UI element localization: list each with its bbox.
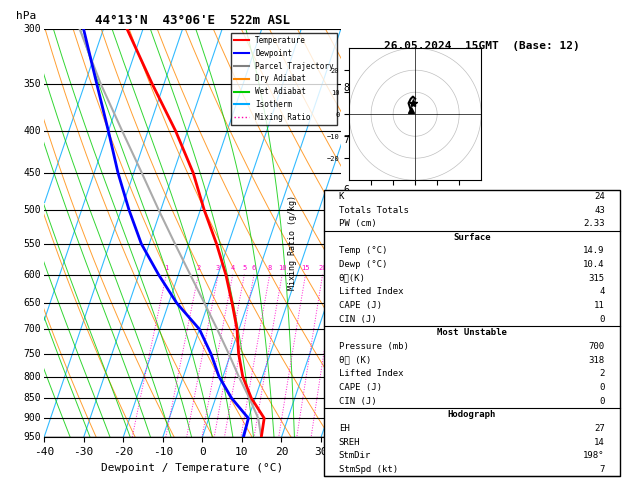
Text: 300: 300 (23, 24, 41, 34)
Text: Hodograph: Hodograph (448, 410, 496, 419)
Text: 750: 750 (23, 348, 41, 359)
Text: 14: 14 (594, 438, 605, 447)
Text: 15: 15 (301, 264, 309, 271)
Text: 26.05.2024  15GMT  (Base: 12): 26.05.2024 15GMT (Base: 12) (384, 41, 580, 52)
Text: 700: 700 (23, 324, 41, 334)
Text: 318: 318 (589, 356, 605, 364)
Text: 850: 850 (23, 393, 41, 403)
Text: CAPE (J): CAPE (J) (338, 383, 382, 392)
Text: Totals Totals: Totals Totals (338, 206, 409, 214)
Text: 3: 3 (344, 325, 350, 335)
Text: 2: 2 (344, 369, 350, 379)
Text: θᴄ (K): θᴄ (K) (338, 356, 371, 364)
Text: 7: 7 (599, 465, 605, 474)
Text: 2: 2 (599, 369, 605, 379)
Text: 5: 5 (242, 264, 247, 271)
Text: θᴄ(K): θᴄ(K) (338, 274, 365, 283)
Text: Lifted Index: Lifted Index (338, 287, 403, 296)
Text: 450: 450 (23, 168, 41, 178)
Text: 5: 5 (344, 232, 350, 243)
Text: Temp (°C): Temp (°C) (338, 246, 387, 256)
Text: 10.4: 10.4 (583, 260, 605, 269)
Text: 11: 11 (594, 301, 605, 310)
Text: 0: 0 (599, 383, 605, 392)
Text: CIN (J): CIN (J) (338, 397, 376, 406)
Text: 315: 315 (589, 274, 605, 283)
Text: 700: 700 (589, 342, 605, 351)
Text: 500: 500 (23, 205, 41, 215)
Text: StmDir: StmDir (338, 451, 371, 460)
Text: 1: 1 (344, 417, 350, 427)
Text: EH: EH (338, 424, 350, 433)
X-axis label: kt: kt (410, 197, 420, 207)
Text: 4: 4 (344, 279, 350, 290)
Text: 3: 3 (216, 264, 220, 271)
Text: 950: 950 (23, 433, 41, 442)
Text: 350: 350 (23, 79, 41, 89)
Text: km
ASL: km ASL (347, 223, 364, 244)
Text: 6: 6 (252, 264, 256, 271)
Text: K: K (338, 192, 344, 201)
Legend: Temperature, Dewpoint, Parcel Trajectory, Dry Adiabat, Wet Adiabat, Isotherm, Mi: Temperature, Dewpoint, Parcel Trajectory… (231, 33, 337, 125)
Text: 2: 2 (196, 264, 201, 271)
Text: 198°: 198° (583, 451, 605, 460)
Text: 0: 0 (599, 397, 605, 406)
Text: 600: 600 (23, 270, 41, 279)
Text: 8: 8 (267, 264, 272, 271)
Text: 8: 8 (344, 83, 350, 93)
Text: 650: 650 (23, 298, 41, 308)
Text: 0: 0 (599, 315, 605, 324)
Text: LCL: LCL (344, 414, 359, 423)
Text: PW (cm): PW (cm) (338, 219, 376, 228)
Text: StmSpd (kt): StmSpd (kt) (338, 465, 398, 474)
Title: 44°13'N  43°06'E  522m ASL: 44°13'N 43°06'E 522m ASL (95, 14, 290, 27)
Text: 14.9: 14.9 (583, 246, 605, 256)
Text: Most Unstable: Most Unstable (437, 329, 507, 337)
Text: 25: 25 (332, 264, 340, 271)
Text: 800: 800 (23, 371, 41, 382)
Text: Mixing Ratio (g/kg): Mixing Ratio (g/kg) (288, 195, 297, 291)
Text: Surface: Surface (453, 233, 491, 242)
Text: hPa: hPa (16, 11, 36, 21)
Text: 7: 7 (344, 135, 350, 145)
Text: 20: 20 (318, 264, 327, 271)
Text: 27: 27 (594, 424, 605, 433)
Text: 4: 4 (231, 264, 235, 271)
Text: Pressure (mb): Pressure (mb) (338, 342, 409, 351)
Text: CIN (J): CIN (J) (338, 315, 376, 324)
Text: 10: 10 (278, 264, 286, 271)
X-axis label: Dewpoint / Temperature (°C): Dewpoint / Temperature (°C) (101, 463, 284, 473)
Text: SREH: SREH (338, 438, 360, 447)
Text: Dewp (°C): Dewp (°C) (338, 260, 387, 269)
Text: 24: 24 (594, 192, 605, 201)
Text: 400: 400 (23, 126, 41, 136)
Text: 43: 43 (594, 206, 605, 214)
Text: 6: 6 (344, 185, 350, 195)
Text: 4: 4 (599, 287, 605, 296)
Text: Lifted Index: Lifted Index (338, 369, 403, 379)
Text: 550: 550 (23, 239, 41, 249)
Text: CAPE (J): CAPE (J) (338, 301, 382, 310)
Text: 1: 1 (164, 264, 169, 271)
Text: © weatheronline.co.uk: © weatheronline.co.uk (425, 424, 538, 434)
Text: 900: 900 (23, 413, 41, 423)
Text: 2.33: 2.33 (583, 219, 605, 228)
